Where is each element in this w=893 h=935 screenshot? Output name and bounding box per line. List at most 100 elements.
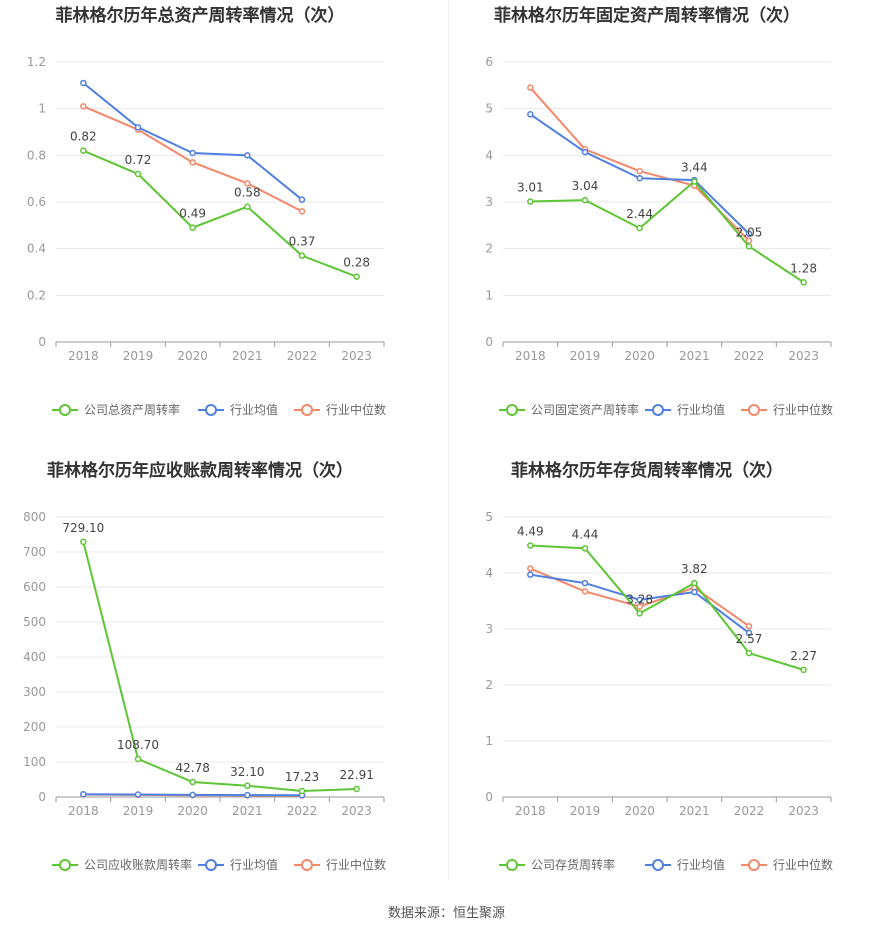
- chart-panel-inventory-turnover: 菲林格尔历年存货周转率情况（次） 0 1 2 3 4 5 2018 2019 2020 2021 20…: [447, 455, 893, 910]
- y-tick-label: 0.8: [27, 148, 46, 162]
- data-label: 2.57: [736, 632, 763, 646]
- data-point[interactable]: [134, 170, 142, 178]
- data-label: 0.72: [125, 153, 152, 167]
- y-tick-label: 0: [38, 335, 46, 349]
- x-tick-label: 2020: [177, 804, 208, 818]
- data-point[interactable]: [244, 782, 251, 790]
- data-point[interactable]: [80, 103, 87, 110]
- y-tick-label: 0.6: [27, 195, 46, 209]
- data-point[interactable]: [134, 755, 142, 763]
- legend-item[interactable]: 行业中位数: [294, 402, 386, 417]
- data-point[interactable]: [353, 785, 360, 793]
- data-point[interactable]: [745, 649, 753, 657]
- legend-item[interactable]: 公司固定资产周转率: [499, 402, 639, 417]
- legend-item[interactable]: 行业均值: [198, 402, 278, 417]
- data-point[interactable]: [298, 787, 306, 795]
- data-point[interactable]: [527, 111, 534, 118]
- data-point[interactable]: [134, 124, 142, 131]
- data-point[interactable]: [189, 149, 196, 157]
- legend-circle-icon: [59, 859, 71, 871]
- data-point[interactable]: [298, 196, 306, 203]
- data-label: 32.10: [230, 765, 264, 779]
- legend-item[interactable]: 行业中位数: [741, 402, 833, 417]
- data-point[interactable]: [800, 279, 807, 286]
- data-point[interactable]: [244, 203, 251, 210]
- data-point[interactable]: [298, 252, 306, 259]
- data-point[interactable]: [636, 224, 643, 232]
- data-point[interactable]: [134, 791, 142, 798]
- data-point[interactable]: [745, 622, 753, 630]
- data-point[interactable]: [527, 571, 534, 578]
- data-point[interactable]: [636, 596, 643, 604]
- legend-item[interactable]: 行业中位数: [294, 857, 386, 872]
- data-point[interactable]: [189, 159, 196, 166]
- data-point[interactable]: [636, 174, 643, 182]
- chart-title: 菲林格尔历年固定资产周转率情况（次）: [494, 5, 800, 26]
- data-label: 3.82: [681, 562, 708, 576]
- legend-item[interactable]: 行业中位数: [741, 857, 833, 872]
- data-point[interactable]: [636, 603, 643, 610]
- y-tick-label: 0: [485, 335, 493, 349]
- legend-circle-icon: [205, 859, 217, 871]
- legend-circle-icon: [748, 404, 760, 416]
- series-line: [82, 82, 303, 201]
- data-point[interactable]: [189, 224, 196, 231]
- data-point[interactable]: [80, 147, 87, 154]
- data-point[interactable]: [189, 778, 196, 786]
- data-point[interactable]: [581, 148, 589, 156]
- legend-circle-icon: [652, 404, 664, 416]
- data-point[interactable]: [581, 588, 589, 595]
- legend-item[interactable]: 公司存货周转率: [499, 857, 615, 872]
- data-point[interactable]: [691, 178, 698, 185]
- y-tick-label: 2: [485, 242, 493, 256]
- series-line: [82, 149, 358, 278]
- data-point[interactable]: [527, 542, 534, 549]
- y-tick-label: 4: [485, 148, 493, 162]
- data-point[interactable]: [636, 167, 643, 175]
- data-point[interactable]: [527, 84, 534, 91]
- y-tick-label: 5: [485, 510, 493, 524]
- series-line: [530, 544, 804, 671]
- data-point[interactable]: [353, 273, 360, 280]
- data-label: 0.49: [179, 207, 206, 221]
- data-point[interactable]: [691, 579, 698, 587]
- data-point[interactable]: [745, 230, 753, 237]
- data-point[interactable]: [800, 666, 807, 674]
- y-tick-label: 1: [38, 102, 46, 116]
- legend-circle-icon: [301, 404, 313, 416]
- y-tick-label: 100: [23, 755, 46, 769]
- data-point[interactable]: [636, 610, 643, 617]
- data-point[interactable]: [691, 588, 698, 596]
- data-label: 2.27: [790, 649, 817, 663]
- legend-circle-icon: [506, 859, 518, 871]
- data-point[interactable]: [80, 79, 87, 87]
- legend-item[interactable]: 公司总资产周转率: [52, 402, 180, 417]
- legend-circle-icon: [652, 859, 664, 871]
- data-label: 4.49: [517, 525, 544, 539]
- data-point[interactable]: [527, 565, 534, 572]
- y-tick-label: 1: [485, 288, 493, 302]
- legend-item[interactable]: 行业均值: [645, 402, 725, 417]
- data-point[interactable]: [189, 791, 196, 799]
- data-label: 22.91: [339, 768, 373, 782]
- y-tick-label: 300: [23, 685, 46, 699]
- data-point[interactable]: [745, 243, 753, 250]
- data-point[interactable]: [244, 791, 251, 799]
- data-point[interactable]: [298, 208, 306, 215]
- data-point[interactable]: [244, 152, 251, 159]
- data-point[interactable]: [581, 545, 589, 552]
- data-point[interactable]: [581, 579, 589, 587]
- data-point[interactable]: [745, 629, 753, 637]
- data-point[interactable]: [581, 196, 589, 204]
- legend-label: 行业均值: [230, 402, 278, 417]
- data-point[interactable]: [80, 790, 87, 798]
- series-line: [82, 105, 303, 213]
- data-label: 42.78: [175, 761, 209, 775]
- series-line: [82, 541, 357, 792]
- data-point[interactable]: [244, 180, 251, 187]
- data-point[interactable]: [80, 538, 87, 546]
- legend-item[interactable]: 行业均值: [645, 857, 725, 872]
- legend-item[interactable]: 行业均值: [198, 857, 278, 872]
- legend-item[interactable]: 公司应收账款周转率: [52, 857, 192, 872]
- data-point[interactable]: [527, 198, 534, 205]
